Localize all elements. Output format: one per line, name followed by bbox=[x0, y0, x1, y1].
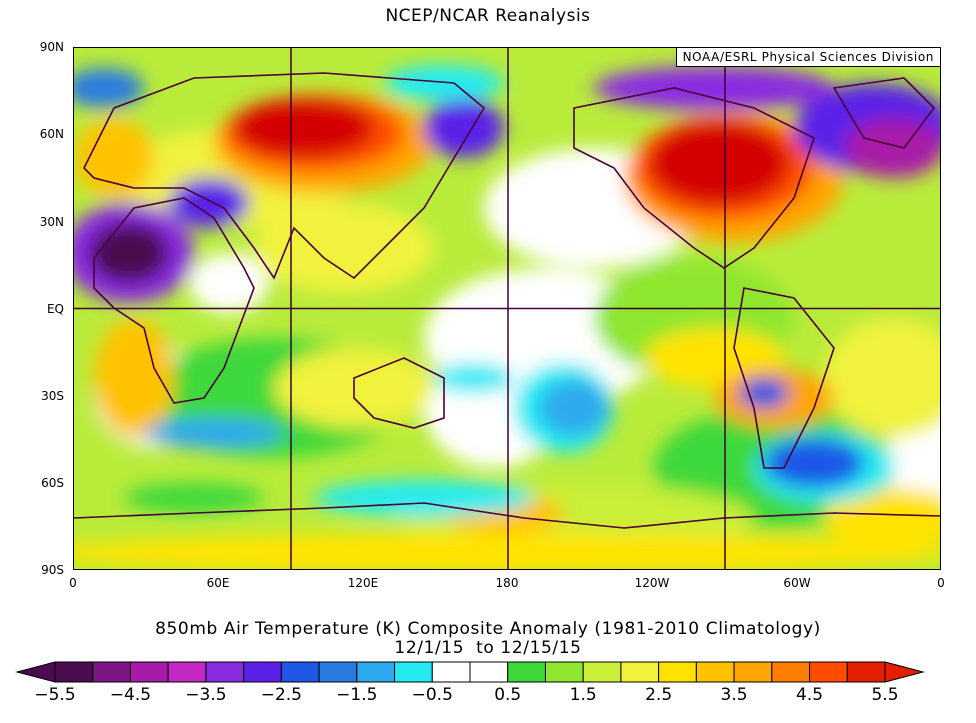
lat-label-30s: 30S bbox=[41, 389, 64, 403]
lon-label-180: 180 bbox=[495, 576, 519, 590]
colorbar-swatch bbox=[544, 661, 584, 683]
lon-label-120e: 120E bbox=[347, 576, 379, 590]
colorbar-swatch bbox=[658, 661, 697, 683]
colorbar-swatch bbox=[695, 661, 735, 683]
colorbar-label: −3.5 bbox=[185, 685, 227, 705]
colorbar-label: 2.5 bbox=[645, 685, 673, 705]
lon-label-60e: 60E bbox=[206, 576, 230, 590]
colorbar-swatch bbox=[394, 661, 433, 683]
lon-label-0-east: 0 bbox=[937, 576, 945, 590]
colorbar-swatch bbox=[243, 661, 282, 683]
map-subtitle: 850mb Air Temperature (K) Composite Anom… bbox=[155, 619, 821, 639]
lat-label-90n: 90N bbox=[39, 40, 64, 54]
colorbar-label: −1.5 bbox=[336, 685, 378, 705]
colorbar-swatch bbox=[318, 661, 358, 683]
colorbar-label: −2.5 bbox=[260, 685, 302, 705]
colorbar-label: 1.5 bbox=[569, 685, 597, 705]
colorbar-label: 0.5 bbox=[494, 685, 522, 705]
anomaly-blobs bbox=[74, 65, 940, 569]
colorbar-label: −4.5 bbox=[109, 685, 152, 705]
coastlines bbox=[74, 72, 940, 529]
colorbar-swatch bbox=[469, 661, 509, 683]
colorbar-swatch bbox=[205, 661, 245, 683]
colorbar-swatch bbox=[771, 661, 811, 683]
colorbar-swatch bbox=[733, 661, 773, 683]
colorbar-swatch bbox=[92, 661, 131, 683]
colorbar-label: 4.5 bbox=[796, 685, 824, 705]
colorbar-swatch bbox=[167, 661, 207, 683]
colorbar-max-arrow bbox=[884, 661, 925, 683]
lat-label-60n: 60N bbox=[39, 127, 64, 141]
lon-label-0: 0 bbox=[69, 576, 77, 590]
colorbar-swatch bbox=[582, 661, 622, 683]
colorbar bbox=[15, 661, 925, 683]
lat-label-eq: EQ bbox=[46, 302, 64, 316]
colorbar-label: −0.5 bbox=[411, 685, 453, 705]
data-source-credit: NOAA/ESRL Physical Sciences Division bbox=[675, 48, 940, 67]
colorbar-label: 3.5 bbox=[720, 685, 748, 705]
colorbar-swatch bbox=[280, 661, 320, 683]
lat-label-60s: 60S bbox=[41, 476, 64, 490]
colorbar-swatch bbox=[54, 661, 94, 683]
anomaly-field bbox=[74, 48, 940, 569]
grid-lines bbox=[74, 48, 940, 569]
map-title: NCEP/NCAR Reanalysis bbox=[385, 6, 591, 26]
colorbar-label: 5.5 bbox=[871, 685, 899, 705]
colorbar-swatch bbox=[507, 661, 546, 683]
colorbar-swatch bbox=[846, 661, 886, 683]
date-range: 12/1/15 to 12/15/15 bbox=[394, 638, 582, 658]
colorbar-swatch bbox=[809, 661, 848, 683]
colorbar-min-arrow bbox=[15, 661, 56, 683]
lon-label-60w: 60W bbox=[783, 576, 811, 590]
colorbar-swatch bbox=[356, 661, 396, 683]
temperature-anomaly-map: NOAA/ESRL Physical Sciences Division bbox=[73, 47, 941, 570]
colorbar-swatch bbox=[620, 661, 660, 683]
colorbar-swatch bbox=[431, 661, 471, 683]
lon-label-120w: 120W bbox=[634, 576, 670, 590]
colorbar-swatch bbox=[129, 661, 169, 683]
colorbar-label: −5.5 bbox=[34, 685, 76, 705]
lat-label-90s: 90S bbox=[41, 563, 64, 577]
lat-label-30n: 30N bbox=[39, 215, 64, 229]
